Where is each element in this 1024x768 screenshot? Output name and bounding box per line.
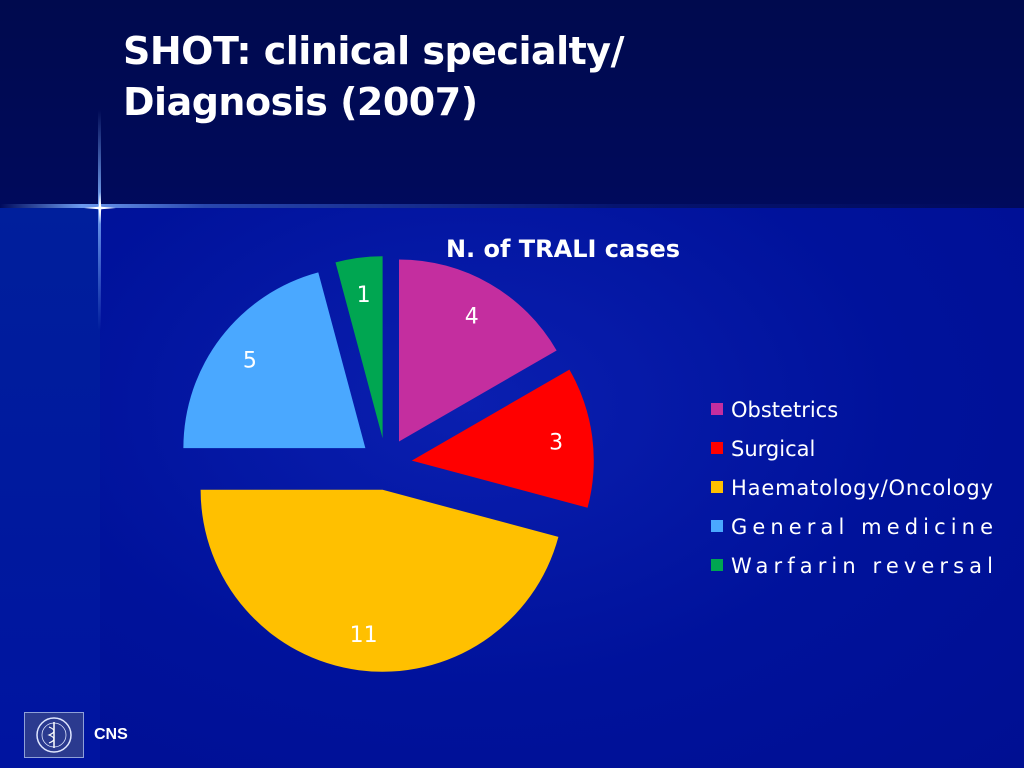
- pie-slice-obstetrics: [399, 259, 557, 442]
- pie-data-label: 3: [549, 431, 563, 456]
- pie-slices: [183, 256, 594, 672]
- header-background: [0, 0, 1024, 208]
- chart-title: N. of TRALI cases: [446, 235, 680, 263]
- legend-entry-label: Obstetrics: [731, 398, 838, 422]
- legend-entry-label: Haematology/Oncology: [731, 476, 993, 500]
- pie-data-label: 4: [465, 304, 479, 329]
- legend-swatch: [711, 403, 723, 415]
- left-sidebar-background: [0, 208, 100, 768]
- pie-data-labels: 4 3 11 5 1: [243, 283, 563, 648]
- pie-data-label: 1: [357, 283, 371, 308]
- chart-legend: Obstetrics Surgical Haematology/Oncology Ge…: [711, 398, 993, 578]
- legend-entry-label: Warfarin reversal: [731, 554, 993, 578]
- legend-swatch: [711, 559, 723, 571]
- legend-swatch: [711, 442, 723, 454]
- vertical-glow-line: [98, 110, 101, 330]
- pie-slice-warfarin-reversal: [335, 256, 383, 439]
- pie-data-label: 11: [350, 623, 378, 648]
- sparkle-star-icon: [84, 192, 116, 224]
- slide-title: SHOT: clinical specialty/ Diagnosis (200…: [123, 26, 823, 128]
- pie-slice-general-medicine: [183, 272, 366, 449]
- pie-slice-haematology-oncology: [200, 489, 559, 672]
- footer-label: CNS: [94, 726, 128, 743]
- pie-data-label: 5: [243, 349, 257, 374]
- horizontal-glow-line: [0, 204, 1024, 208]
- institute-seal-icon: [24, 712, 84, 758]
- legend-entry-label: General medicine: [731, 515, 993, 539]
- legend-entry-label: Surgical: [731, 437, 815, 461]
- slide-title-line-1: SHOT: clinical specialty/: [123, 29, 624, 73]
- pie-slice-surgical: [411, 369, 594, 508]
- slide-title-line-2: Diagnosis (2007): [123, 80, 478, 124]
- legend-swatch: [711, 481, 723, 493]
- legend-swatch: [711, 520, 723, 532]
